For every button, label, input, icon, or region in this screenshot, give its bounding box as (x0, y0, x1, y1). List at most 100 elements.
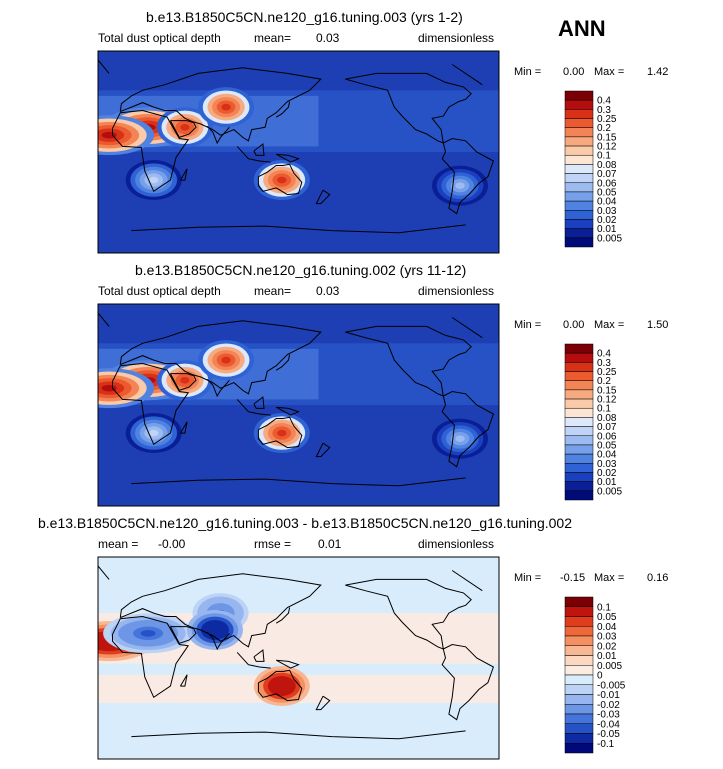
panel2-colorbar-box-10 (564, 435, 594, 446)
panel1-colorbar-label-6: 0.1 (597, 151, 611, 162)
panel2-coastline-12 (131, 477, 466, 487)
panel2-colorbar-label-3: 0.2 (597, 376, 611, 387)
panel3-colorbar-label-3: 0.03 (597, 632, 617, 643)
panel3-coastline-9 (345, 578, 472, 650)
panel2-mean-value: 0.03 (316, 284, 340, 298)
panel1-colorbar-box-15 (564, 228, 594, 239)
panel1-max-value: 1.42 (647, 66, 669, 78)
panel1-hotspot-6-ring-1 (149, 176, 159, 184)
panel2-coastline-7 (275, 406, 300, 416)
panel3-max-value: 0.16 (647, 572, 669, 584)
panel1-colorbar-box-12 (564, 200, 594, 211)
panel1-coastline-11 (98, 59, 483, 86)
panel3-coastline-2 (169, 626, 197, 645)
panel2-colorbar-box-16 (564, 490, 594, 501)
panel3-colorbar-label-8: -0.005 (597, 680, 626, 691)
panel3-hotspot-4-ring-1 (210, 626, 220, 634)
panel2-coastline-13 (179, 421, 188, 434)
panel1-colorbar-label-7: 0.08 (597, 160, 617, 171)
panel1-colorbar-label-10: 0.05 (597, 187, 617, 198)
panel1-colorbar-box-3 (564, 118, 594, 128)
panel2-colorbar-label-13: 0.02 (597, 468, 617, 479)
panel2-min-label: Min = (514, 319, 542, 331)
panel2-colorbar-box-12 (564, 453, 594, 464)
panel1-hotspot-1-ring-1 (180, 123, 190, 131)
panel1-coastline-9 (345, 72, 472, 144)
panel2-max-value: 1.50 (647, 319, 669, 331)
panel1-colorbar-label-4: 0.15 (597, 132, 617, 143)
panel3-rmse-value: 0.01 (318, 537, 342, 551)
panel2-map (97, 303, 500, 507)
panel1-colorbar-label-3: 0.2 (597, 123, 611, 134)
panel1-colorbar-label-8: 0.07 (597, 169, 617, 180)
panel3-max-label: Max = (594, 572, 625, 584)
panel3-colorbar-label-11: -0.03 (597, 710, 620, 721)
panel3-hotspot-3-ring-1 (277, 682, 287, 690)
panel1-colorbar-box-11 (564, 191, 594, 202)
panel2-colorbar-box-7 (564, 407, 594, 418)
panel2-colorbar-box-1 (564, 352, 594, 363)
panel2-colorbar-box-5 (564, 389, 594, 400)
panel2-mean-label: mean= (254, 284, 292, 298)
panel1-min-value: 0.00 (563, 66, 585, 78)
panel3-min-value: -0.15 (560, 572, 586, 584)
panel3-coastline-14 (315, 695, 331, 711)
panel1-colorbar-label-14: 0.01 (597, 224, 617, 235)
panel2-colorbar-box-2 (564, 362, 594, 372)
panel3-coastline-0 (112, 615, 190, 699)
panel2-variable: Total dust optical depth (98, 284, 221, 298)
panel3-colorbar-label-7: 0 (597, 671, 603, 682)
panel2-colorbar-box-9 (564, 426, 594, 437)
panel3-coastline-4 (257, 669, 303, 702)
panel2-coastline-4 (257, 416, 303, 449)
panel3-colorbar-box-11 (564, 704, 594, 715)
panel2-colorbar-label-5: 0.12 (597, 395, 617, 406)
panel3-colorbar-label-6: 0.005 (597, 661, 622, 672)
panel2-colorbar-label-15: 0.005 (597, 486, 622, 497)
panel1-colorbar-box-6 (564, 145, 594, 156)
panel1-colorbar-box-7 (564, 154, 594, 165)
panel3-colorbar-box-14 (564, 733, 594, 744)
panel3-colorbar-box-4 (564, 635, 594, 646)
panel1-colorbar-box-5 (564, 136, 594, 147)
panel1-coastline-13 (179, 168, 188, 181)
panel1-coastline-10 (441, 137, 495, 215)
panel3-colorbar-box-9 (564, 684, 594, 695)
panel3-coastline-10 (441, 643, 495, 721)
panel3-colorbar-box-5 (564, 645, 594, 656)
panel3-colorbar-label-2: 0.04 (597, 622, 617, 633)
panel1-hotspot-5-ring-1 (455, 182, 465, 190)
panel2-colorbar-label-2: 0.25 (597, 367, 617, 378)
panel2-hotspot-2-ring-1 (221, 356, 231, 364)
panel3-colorbar-box-3 (564, 626, 594, 637)
panel3-title: b.e13.B1850C5CN.ne120_g16.tuning.003 - b… (38, 515, 572, 531)
panel2-hotspot-3-ring-1 (277, 429, 287, 437)
panel2-colorbar-label-1: 0.3 (597, 358, 611, 369)
panel2-coastline-6 (253, 396, 265, 409)
panel3-colorbar-label-1: 0.05 (597, 612, 617, 623)
panel3-map (97, 556, 500, 760)
panel2-coastline-5 (236, 399, 271, 416)
panel1-hotspot-3-ring-1 (277, 176, 287, 184)
panel1-colorbar-box-4 (564, 127, 594, 138)
panel3-colorbar-label-13: -0.05 (597, 729, 620, 740)
panel3-colorbar: 0.10.050.040.030.020.010.0050-0.005-0.01… (564, 596, 626, 754)
panel1-colorbar-box-16 (564, 237, 594, 248)
panel1-colorbar-label-15: 0.005 (597, 233, 622, 244)
panel3-coastline-11 (98, 565, 483, 592)
panel3-rmse-label: rmse = (254, 537, 292, 551)
panel2-coastline-0 (112, 362, 190, 446)
panel3-colorbar-box-0 (564, 596, 594, 607)
panel3-frame (97, 556, 500, 760)
panel2-coastline-9 (345, 325, 472, 397)
panel2-coastline-11 (98, 312, 483, 339)
panel2-min-value: 0.00 (563, 319, 585, 331)
panel2-colorbar-box-11 (564, 444, 594, 455)
panel1-colorbar-box-8 (564, 164, 594, 174)
panel1-colorbar-box-10 (564, 182, 594, 193)
panel1-colorbar-label-2: 0.25 (597, 114, 617, 125)
panel2-colorbar-label-14: 0.01 (597, 477, 617, 488)
panel1-units: dimensionless (418, 31, 495, 45)
panel2-hotspot-1-ring-1 (180, 376, 190, 384)
